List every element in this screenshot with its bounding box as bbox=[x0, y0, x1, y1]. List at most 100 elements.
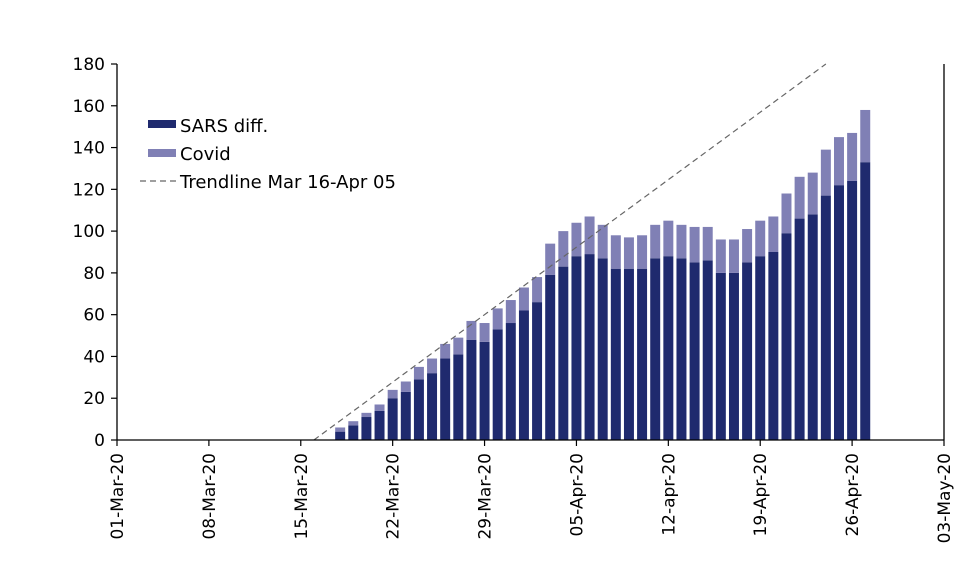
bar-sars-diff bbox=[847, 180, 858, 441]
y-ticks-group: 0 20 40 60 80 100 120 140 160 180 bbox=[73, 55, 117, 451]
bar-covid bbox=[335, 427, 346, 432]
x-tick-label: 22-Mar-20 bbox=[384, 453, 404, 540]
bar-covid bbox=[400, 381, 411, 392]
bar-covid bbox=[597, 224, 608, 259]
bar-sars-diff bbox=[466, 339, 477, 440]
bar-sars-diff bbox=[768, 252, 779, 440]
x-ticks-group: 01-Mar-20 08-Mar-20 15-Mar-20 22-Mar-20 29-M… bbox=[108, 440, 955, 543]
bar-sars-diff bbox=[361, 417, 372, 440]
bar-covid bbox=[348, 421, 359, 426]
y-tick-label: 180 bbox=[73, 55, 105, 75]
bar-sars-diff bbox=[637, 268, 648, 440]
bar-covid bbox=[794, 176, 805, 219]
bar-covid bbox=[427, 358, 438, 374]
y-tick-label: 120 bbox=[73, 180, 105, 200]
bar-covid bbox=[676, 224, 687, 259]
bar-covid bbox=[571, 222, 582, 257]
bar-covid bbox=[742, 229, 753, 263]
bar-covid bbox=[440, 343, 451, 359]
bar-sars-diff bbox=[518, 310, 529, 440]
bar-sars-diff bbox=[335, 431, 346, 440]
bar-covid bbox=[820, 149, 831, 196]
bar-sars-diff bbox=[689, 262, 700, 440]
bar-sars-diff bbox=[571, 256, 582, 440]
bar-covid bbox=[768, 216, 779, 252]
y-tick-label: 100 bbox=[73, 222, 105, 242]
bar-covid bbox=[610, 235, 621, 269]
bar-sars-diff bbox=[400, 391, 411, 440]
bar-covid bbox=[413, 366, 424, 380]
bar-sars-diff bbox=[610, 268, 621, 440]
bar-covid bbox=[834, 137, 844, 186]
bar-sars-diff bbox=[479, 341, 490, 440]
bar-covid bbox=[689, 226, 700, 263]
bar-sars-diff bbox=[374, 410, 385, 440]
bar-covid bbox=[361, 412, 372, 418]
bar-covid bbox=[860, 109, 871, 163]
bar-sars-diff bbox=[584, 254, 595, 440]
bar-sars-diff bbox=[532, 302, 543, 440]
bar-sars-diff bbox=[715, 272, 726, 440]
legend: SARS diff. Covid Trendline Mar 16-Apr 05 bbox=[140, 116, 396, 193]
bar-sars-diff bbox=[702, 260, 713, 440]
bar-covid bbox=[702, 226, 713, 261]
bar-sars-diff bbox=[807, 214, 818, 440]
x-tick-label: 15-Mar-20 bbox=[292, 453, 312, 540]
bar-covid bbox=[781, 193, 792, 234]
x-tick-label: 29-Mar-20 bbox=[476, 453, 496, 540]
bar-sars-diff bbox=[755, 256, 766, 440]
bar-sars-diff bbox=[413, 379, 424, 440]
x-tick-label: 08-Mar-20 bbox=[200, 453, 220, 540]
bar-sars-diff bbox=[387, 398, 398, 440]
x-tick-label: 12-apr-20 bbox=[659, 453, 679, 536]
bar-covid bbox=[479, 323, 490, 342]
bar-sars-diff bbox=[794, 218, 805, 440]
bar-covid bbox=[492, 308, 503, 330]
bar-covid bbox=[387, 389, 398, 399]
bar-covid bbox=[453, 337, 464, 355]
y-tick-label: 60 bbox=[83, 306, 105, 326]
bar-covid bbox=[505, 300, 516, 324]
y-tick-label: 40 bbox=[83, 347, 105, 367]
bar-sars-diff bbox=[545, 274, 556, 440]
y-tick-label: 80 bbox=[83, 264, 105, 284]
bar-covid bbox=[755, 220, 766, 257]
bar-covid bbox=[466, 320, 477, 340]
bar-sars-diff bbox=[663, 256, 674, 440]
bar-sars-diff bbox=[781, 233, 792, 440]
bar-sars-diff bbox=[597, 258, 608, 440]
bar-covid bbox=[545, 243, 556, 275]
bar-covid bbox=[623, 237, 634, 269]
bar-sars-diff bbox=[348, 425, 359, 440]
bar-covid bbox=[558, 231, 569, 267]
y-tick-label: 160 bbox=[73, 97, 105, 117]
bar-covid bbox=[715, 239, 726, 273]
x-tick-label: 26-Apr-20 bbox=[843, 453, 863, 536]
bar-sars-diff bbox=[505, 323, 516, 440]
bar-sars-diff bbox=[834, 185, 844, 440]
bar-sars-diff bbox=[650, 258, 661, 440]
bar-covid bbox=[532, 277, 543, 303]
bar-sars-diff bbox=[820, 195, 831, 440]
y-tick-label: 20 bbox=[83, 389, 105, 409]
bar-covid bbox=[518, 287, 529, 311]
bar-covid bbox=[650, 224, 661, 259]
bar-covid bbox=[663, 220, 674, 257]
x-tick-label: 03-May-20 bbox=[935, 453, 955, 543]
bar-sars-diff bbox=[728, 272, 739, 440]
x-tick-label: 05-Apr-20 bbox=[567, 453, 587, 536]
x-tick-label: 19-Apr-20 bbox=[751, 453, 771, 536]
bar-sars-diff bbox=[676, 258, 687, 440]
bar-covid bbox=[584, 216, 595, 255]
trendline bbox=[313, 63, 827, 441]
y-tick-label: 0 bbox=[94, 431, 105, 451]
legend-swatch-sars bbox=[148, 120, 176, 128]
legend-label-sars: SARS diff. bbox=[180, 116, 268, 137]
bar-sars-diff bbox=[623, 268, 634, 440]
bar-sars-diff bbox=[558, 266, 569, 440]
legend-swatch-covid bbox=[148, 149, 176, 157]
legend-label-trendline: Trendline Mar 16-Apr 05 bbox=[179, 172, 396, 193]
bar-sars-diff bbox=[427, 373, 438, 440]
bar-sars-diff bbox=[742, 262, 753, 440]
